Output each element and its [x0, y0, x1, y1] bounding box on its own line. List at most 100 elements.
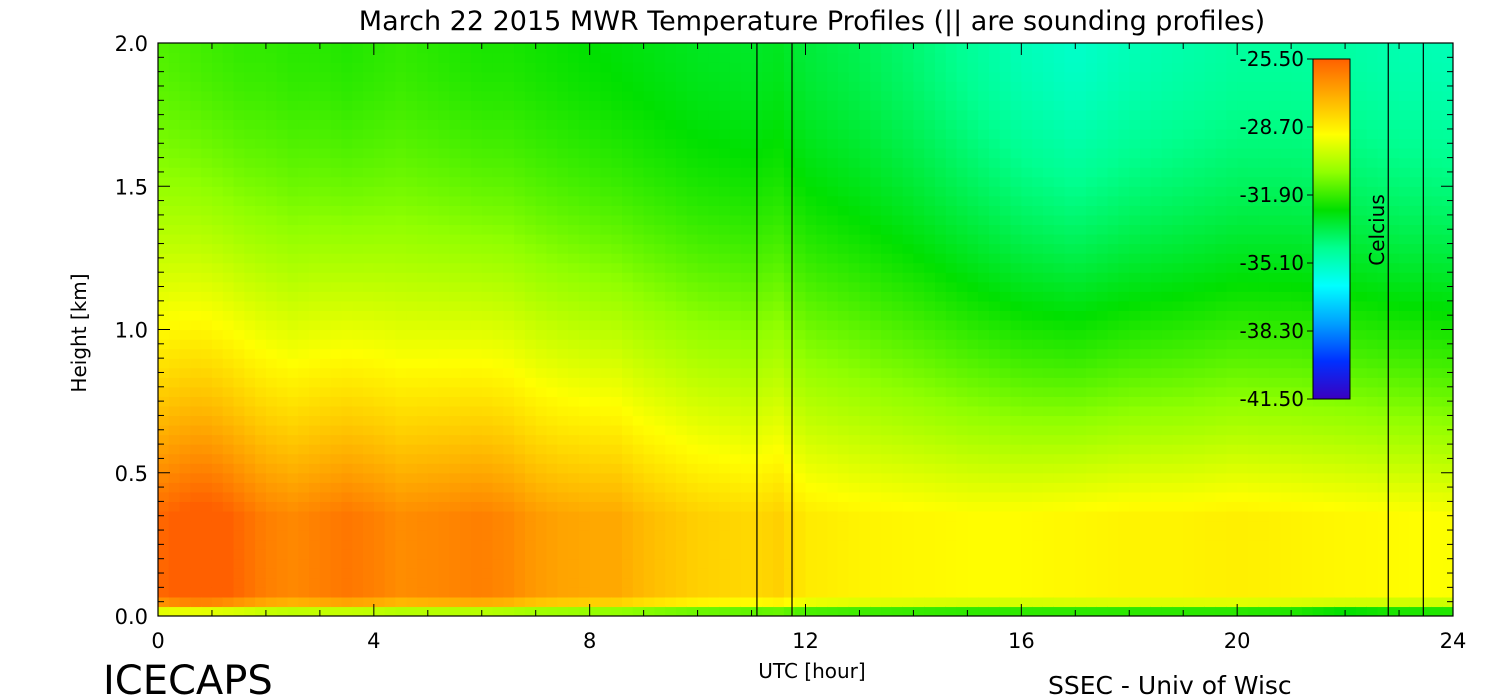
heatmap-cell [881, 148, 893, 159]
heatmap-cell [1032, 281, 1044, 292]
heatmap-cell [676, 52, 688, 63]
heatmap-cell [686, 377, 699, 388]
heatmap-cell [740, 205, 753, 216]
heatmap-cell [967, 549, 979, 560]
heatmap-cell [298, 596, 310, 608]
heatmap-cell [665, 501, 677, 512]
heatmap-cell [330, 549, 343, 560]
heatmap-cell [406, 272, 418, 283]
heatmap-cell [568, 358, 580, 369]
heatmap-cell [201, 176, 213, 187]
heatmap-cell [222, 281, 235, 292]
heatmap-cell [406, 234, 418, 245]
heatmap-cell [211, 358, 224, 369]
heatmap-cell [427, 472, 440, 483]
heatmap-cell [676, 415, 688, 426]
heatmap-cell [665, 367, 677, 378]
heatmap-cell [168, 606, 181, 616]
heatmap-cell [783, 596, 796, 608]
heatmap-cell [1021, 434, 1033, 445]
heatmap-cell [805, 472, 817, 483]
heatmap-cell [913, 472, 925, 483]
heatmap-cell [168, 100, 181, 111]
heatmap-cell [600, 291, 612, 302]
heatmap-cell [622, 176, 634, 187]
heatmap-cell [449, 291, 461, 302]
heatmap-cell [395, 62, 407, 73]
heatmap-cell [848, 491, 861, 502]
heatmap-cell [557, 71, 569, 82]
heatmap-cell [395, 272, 407, 283]
heatmap-cell [999, 396, 1012, 407]
heatmap-cell [708, 291, 720, 302]
heatmap-cell [255, 81, 267, 92]
heatmap-cell [719, 339, 731, 350]
heatmap-cell [319, 549, 332, 560]
heatmap-cell [578, 253, 591, 264]
heatmap-cell [535, 396, 548, 407]
heatmap-cell [622, 186, 634, 197]
heatmap-cell [470, 243, 483, 254]
heatmap-cell [481, 444, 494, 455]
heatmap-cell [622, 138, 634, 149]
heatmap-cell [589, 243, 602, 254]
heatmap-cell [611, 281, 623, 292]
heatmap-cell [427, 81, 440, 92]
heatmap-cell [827, 262, 839, 273]
heatmap-cell [654, 176, 666, 187]
heatmap-cell [773, 377, 785, 388]
heatmap-cell [578, 90, 591, 101]
heatmap-cell [600, 100, 612, 111]
heatmap-cell [158, 472, 170, 483]
heatmap-cell [470, 444, 483, 455]
heatmap-cell [535, 463, 548, 474]
heatmap-cell [762, 568, 774, 579]
heatmap-cell [492, 339, 504, 350]
heatmap-cell [837, 253, 850, 264]
heatmap-cell [309, 262, 321, 273]
heatmap-cell [470, 472, 483, 483]
heatmap-cell [244, 510, 256, 522]
heatmap-cell [643, 577, 656, 588]
heatmap-cell [373, 310, 386, 321]
heatmap-cell [244, 319, 256, 331]
heatmap-cell [697, 234, 709, 245]
heatmap-cell [373, 539, 386, 550]
heatmap-cell [643, 310, 656, 321]
heatmap-cell [589, 482, 602, 493]
heatmap-cell [373, 491, 386, 502]
heatmap-cell [211, 167, 224, 178]
heatmap-cell [449, 195, 461, 206]
heatmap-cell [535, 587, 548, 598]
heatmap-cell [643, 329, 656, 340]
heatmap-cell [1021, 243, 1033, 254]
heatmap-cell [460, 167, 472, 178]
heatmap-cell [999, 205, 1012, 216]
heatmap-cell [179, 138, 191, 149]
heatmap-cell [492, 405, 504, 417]
heatmap-cell [427, 253, 440, 264]
heatmap-cell [1042, 539, 1055, 550]
heatmap-cell [535, 472, 548, 483]
heatmap-cell [978, 43, 990, 54]
heatmap-cell [211, 186, 224, 197]
heatmap-cell [686, 62, 699, 73]
heatmap-cell [676, 62, 688, 73]
heatmap-cell [805, 310, 817, 321]
heatmap-cell [503, 157, 515, 168]
heatmap-cell [492, 596, 504, 608]
heatmap-cell [654, 186, 666, 197]
heatmap-cell [816, 262, 828, 273]
heatmap-cell [956, 128, 968, 140]
heatmap-cell [265, 71, 278, 82]
heatmap-cell [309, 444, 321, 455]
heatmap-cell [816, 510, 828, 522]
heatmap-cell [978, 262, 990, 273]
heatmap-cell [373, 587, 386, 598]
heatmap-cell [740, 425, 753, 436]
heatmap-cell [676, 310, 688, 321]
heatmap-cell [546, 100, 558, 111]
heatmap-cell [622, 501, 634, 512]
heatmap-cell [341, 425, 353, 436]
heatmap-cell [708, 138, 720, 149]
